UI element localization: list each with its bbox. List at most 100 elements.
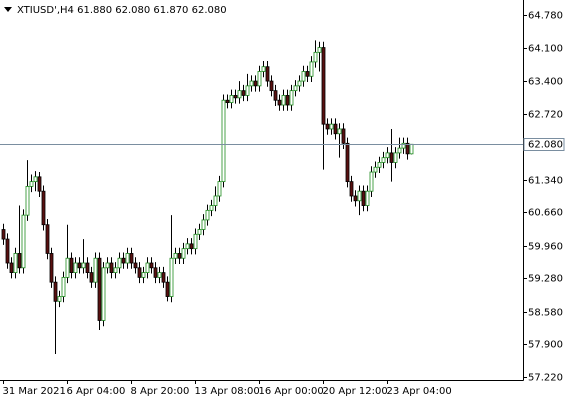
candle-body [309, 61, 314, 77]
candle-body [149, 262, 154, 269]
candle-body [409, 143, 414, 155]
y-tick-label: 60.660 [528, 208, 563, 219]
candle-body [253, 80, 258, 87]
candle-body [217, 181, 222, 197]
y-tick-label: 61.340 [528, 176, 563, 187]
candle-body [157, 272, 162, 278]
candle-body [189, 243, 194, 250]
y-tick-label: 59.280 [528, 274, 563, 285]
candle-body [193, 233, 198, 250]
candle-body [221, 99, 226, 183]
candle-body [29, 181, 34, 187]
candle-body [101, 267, 106, 321]
candle-body [5, 238, 10, 264]
y-tick-label: 63.400 [528, 77, 563, 88]
candle-body [161, 272, 166, 283]
candle-body [353, 195, 358, 202]
candle-body [281, 95, 286, 106]
candle-body [197, 229, 202, 235]
candle-body [301, 71, 306, 82]
header: XTIUSD',H4 61.880 62.080 61.870 62.080 [17, 5, 227, 16]
candle-body [257, 71, 262, 87]
candle-body [41, 190, 46, 226]
candle-body [1, 229, 6, 240]
candle-body [289, 90, 294, 106]
x-tick-label: 16 Apr 00:00 [259, 386, 324, 397]
candle-body [201, 219, 206, 230]
candle-body [237, 90, 242, 99]
candle-body [293, 85, 298, 92]
candle-body [365, 190, 370, 206]
candle-body [129, 253, 134, 264]
candle-body [117, 257, 122, 269]
candle-body [85, 262, 90, 273]
candle-body [369, 171, 374, 192]
candle-body [125, 253, 130, 264]
header-arrow[interactable] [4, 7, 12, 12]
candle-body [405, 142, 410, 155]
candle-body [153, 267, 158, 278]
candle-body [137, 267, 142, 278]
candle-body [361, 190, 366, 206]
candle-body [393, 152, 398, 163]
candle-body [105, 262, 110, 269]
candle-body [177, 253, 182, 259]
x-tick-label: 8 Apr 20:00 [131, 386, 190, 397]
candle-body [33, 176, 38, 183]
candle-body [225, 99, 230, 104]
candle-body [329, 123, 334, 130]
candle-body [185, 243, 190, 250]
y-tick-label: 62.720 [528, 110, 563, 121]
price-label: 62.080 [528, 140, 563, 151]
candle-body [37, 176, 42, 192]
candle-body [49, 253, 54, 283]
candle-body [297, 80, 302, 87]
candle-body [357, 190, 362, 202]
candle-body [69, 257, 74, 273]
candle-body [113, 267, 118, 273]
candle-body [241, 90, 246, 96]
candle-body [45, 224, 50, 254]
candle-body [9, 262, 14, 273]
candle-body [273, 90, 278, 101]
candle-body [337, 128, 342, 135]
candle-body [349, 181, 354, 197]
candle-body [169, 257, 174, 297]
price-label-box [523, 138, 565, 151]
candle-body [121, 257, 126, 264]
y-tick-label: 57.220 [528, 373, 563, 384]
candle-body [245, 85, 250, 96]
candle-body [401, 142, 406, 149]
candle-body [397, 147, 402, 154]
candle-body [97, 257, 102, 321]
candle-body [77, 262, 82, 269]
candle-body [277, 99, 282, 106]
candle-body [381, 157, 386, 163]
y-tick-label: 57.900 [528, 340, 563, 351]
candle-body [205, 209, 210, 221]
candle-body [269, 80, 274, 92]
candle-body [165, 281, 170, 297]
candle-body [265, 66, 270, 82]
y-tick-label: 58.580 [528, 308, 563, 319]
candle-body [145, 262, 150, 273]
candle-body [313, 51, 318, 63]
y-tick-label: 64.100 [528, 44, 563, 55]
x-tick-label: 13 Apr 08:00 [195, 386, 260, 397]
candle-body [109, 262, 114, 273]
candle-body [89, 272, 94, 283]
candle-body [73, 262, 78, 273]
candle-body [345, 142, 350, 183]
x-tick-label: 31 Mar 2021 [3, 386, 66, 397]
candle-body [21, 214, 26, 269]
candle-body [181, 248, 186, 259]
x-tick-label: 6 Apr 04:00 [67, 386, 126, 397]
candle-body [57, 296, 62, 302]
candle-body [233, 95, 238, 99]
candle-body [81, 262, 86, 269]
candle-body [133, 262, 138, 269]
candle-body [53, 281, 58, 302]
candle-body [141, 272, 146, 278]
